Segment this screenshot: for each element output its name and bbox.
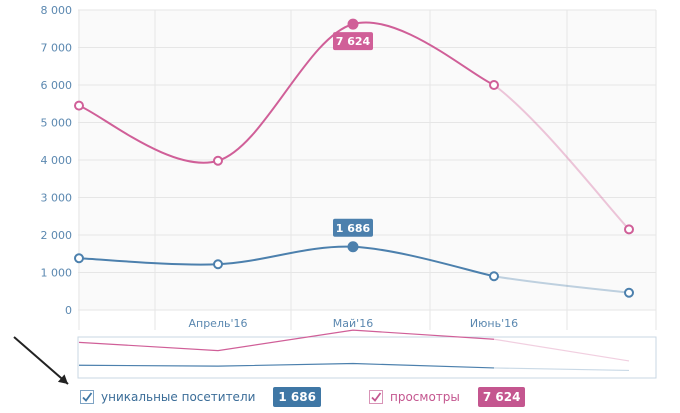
views-legend-label: просмотры bbox=[390, 390, 460, 404]
y-tick-label: 8 000 bbox=[41, 4, 73, 17]
views-data-label: 7 624 bbox=[336, 35, 371, 48]
y-tick-label: 7 000 bbox=[41, 42, 73, 55]
check-icon bbox=[82, 392, 93, 402]
uniques-data-label: 1 686 bbox=[336, 222, 371, 235]
views-point bbox=[213, 155, 223, 166]
uniques-series-line-partial bbox=[493, 275, 630, 294]
x-tick-label: Июнь'16 bbox=[470, 317, 518, 330]
uniques-series-line bbox=[78, 245, 495, 278]
uniques-checkbox[interactable] bbox=[80, 390, 94, 404]
views-point bbox=[74, 100, 84, 111]
views-checkbox[interactable] bbox=[369, 390, 383, 404]
y-tick-label: 3 000 bbox=[41, 192, 73, 205]
y-tick-label: 2 000 bbox=[41, 229, 73, 242]
uniques-navigator-line bbox=[78, 362, 495, 369]
y-tick-label: 1 000 bbox=[41, 267, 73, 280]
uniques-data-label-bg bbox=[333, 218, 373, 237]
navigator-frame bbox=[77, 336, 657, 379]
y-tick-label: 4 000 bbox=[41, 154, 73, 167]
uniques-point bbox=[624, 287, 634, 298]
uniques-point bbox=[74, 253, 84, 264]
uniques-point bbox=[347, 241, 359, 253]
views-navigator-line bbox=[78, 329, 495, 352]
x-tick-label: Апрель'16 bbox=[188, 317, 247, 330]
uniques-navigator-line-partial bbox=[493, 367, 630, 372]
views-series-line bbox=[78, 21, 495, 164]
y-tick-label: 5 000 bbox=[41, 117, 73, 130]
views-navigator-line-partial bbox=[493, 338, 630, 362]
views-series-line-partial bbox=[493, 84, 630, 231]
arrow-icon bbox=[13, 336, 69, 385]
uniques-total-badge: 1 686 bbox=[273, 387, 321, 407]
legend-item-uniques[interactable]: уникальные посетители 1 686 bbox=[80, 386, 321, 408]
line-chart: 8 000 7 000 6 000 5 000 4 000 3 000 2 000 1 000… bbox=[13, 4, 657, 385]
views-point bbox=[489, 80, 499, 90]
views-point bbox=[624, 224, 634, 235]
arrow-icon-head bbox=[57, 374, 68, 384]
uniques-point bbox=[213, 259, 223, 270]
check-icon bbox=[371, 392, 382, 402]
views-point bbox=[347, 18, 359, 30]
uniques-point bbox=[489, 271, 499, 282]
x-tick-label: Май'16 bbox=[333, 317, 373, 330]
views-data-label-bg bbox=[333, 32, 373, 51]
y-tick-label: 0 bbox=[65, 304, 72, 317]
uniques-legend-label: уникальные посетители bbox=[101, 390, 256, 404]
legend-item-views[interactable]: просмотры 7 624 bbox=[369, 386, 526, 408]
views-total-badge: 7 624 bbox=[477, 387, 526, 407]
y-tick-label: 6 000 bbox=[41, 79, 73, 92]
